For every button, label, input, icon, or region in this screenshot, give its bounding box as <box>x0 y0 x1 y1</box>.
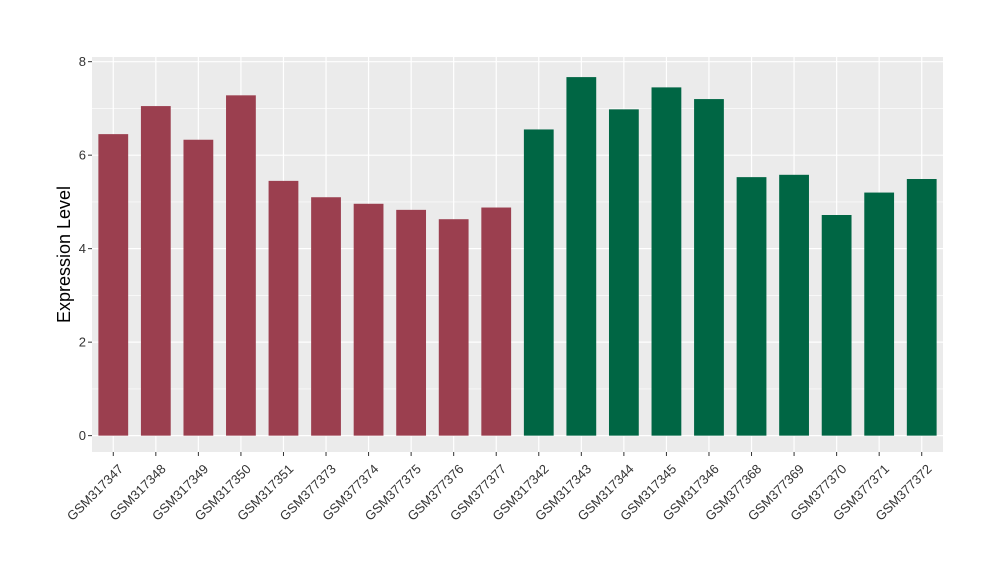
bar <box>481 207 512 436</box>
bar <box>736 177 767 436</box>
bar <box>98 134 129 436</box>
bar <box>694 99 724 436</box>
y-axis: 0 2 4 6 8 <box>79 54 92 443</box>
bar <box>779 174 809 436</box>
bars <box>98 77 937 436</box>
bar <box>651 87 682 436</box>
bar <box>140 106 171 436</box>
y-tick-label: 6 <box>79 148 86 163</box>
bar <box>311 197 341 436</box>
bar <box>821 215 852 436</box>
bar <box>353 203 384 436</box>
bar <box>608 109 639 436</box>
y-axis-title: Expression Level <box>54 186 74 323</box>
bar <box>906 179 937 436</box>
y-tick-label: 8 <box>79 54 86 69</box>
bar <box>864 192 895 436</box>
x-axis: GSM317347GSM317348GSM317349GSM317350GSM3… <box>64 452 935 524</box>
bar <box>523 129 554 436</box>
y-tick-label: 4 <box>79 241 86 256</box>
bar <box>226 95 256 436</box>
bar <box>268 180 299 436</box>
bar <box>566 77 597 436</box>
bar <box>438 219 469 436</box>
y-tick-label: 0 <box>79 428 86 443</box>
y-tick-label: 2 <box>79 335 86 350</box>
bar <box>396 209 427 436</box>
bar <box>183 139 214 436</box>
plot-panel <box>92 57 943 452</box>
